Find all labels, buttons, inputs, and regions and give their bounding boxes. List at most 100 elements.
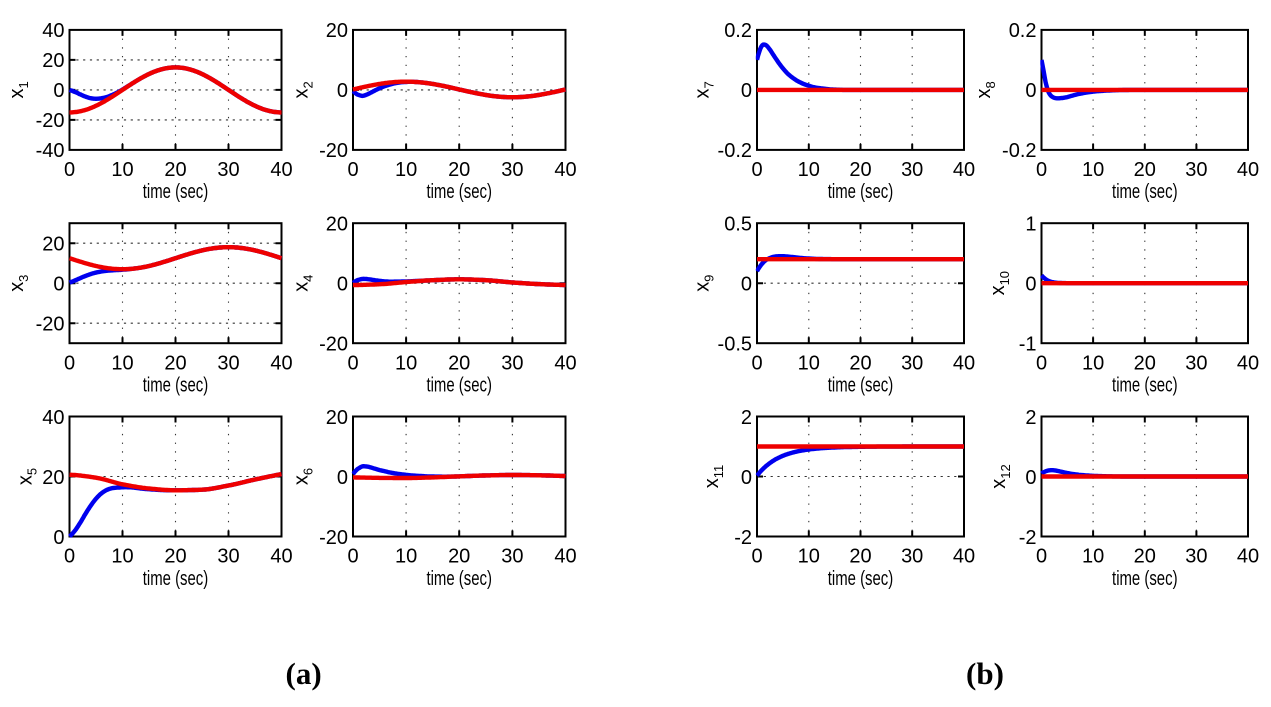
svg-text:30: 30 [901, 159, 923, 181]
svg-text:30: 30 [1185, 546, 1207, 568]
svg-text:0: 0 [741, 80, 752, 102]
svg-text:0: 0 [347, 159, 358, 181]
svg-text:0.5: 0.5 [724, 214, 752, 236]
svg-text:10: 10 [798, 352, 820, 374]
svg-text:0: 0 [337, 467, 348, 489]
svg-text:30: 30 [1185, 159, 1207, 181]
svg-text:20: 20 [448, 159, 470, 181]
svg-text:-0.2: -0.2 [1002, 140, 1036, 162]
svg-text:10: 10 [395, 159, 417, 181]
svg-text:20: 20 [1134, 159, 1156, 181]
svg-text:0: 0 [64, 546, 75, 568]
svg-text:time (sec): time (sec) [1112, 375, 1178, 397]
svg-text:10: 10 [395, 546, 417, 568]
svg-text:40: 40 [554, 352, 576, 374]
svg-text:40: 40 [554, 159, 576, 181]
svg-text:0: 0 [751, 159, 762, 181]
svg-text:20: 20 [164, 159, 186, 181]
svg-text:0: 0 [1036, 352, 1047, 374]
svg-text:0: 0 [741, 467, 752, 489]
svg-text:10: 10 [111, 159, 133, 181]
svg-text:20: 20 [849, 159, 871, 181]
svg-text:0: 0 [337, 80, 348, 102]
svg-text:-20: -20 [36, 314, 65, 336]
svg-text:20: 20 [448, 546, 470, 568]
svg-text:0: 0 [53, 527, 64, 549]
svg-text:10: 10 [798, 546, 820, 568]
svg-text:-20: -20 [319, 334, 348, 356]
svg-text:40: 40 [554, 546, 576, 568]
svg-text:0: 0 [64, 352, 75, 374]
svg-text:0: 0 [347, 546, 358, 568]
svg-text:30: 30 [1185, 352, 1207, 374]
svg-text:1: 1 [1025, 214, 1036, 236]
svg-text:0: 0 [1025, 80, 1036, 102]
svg-text:0: 0 [1025, 467, 1036, 489]
svg-text:40: 40 [953, 546, 975, 568]
svg-text:20: 20 [326, 20, 348, 42]
svg-text:0: 0 [53, 80, 64, 102]
svg-text:30: 30 [217, 352, 239, 374]
svg-text:-20: -20 [319, 527, 348, 549]
svg-text:-40: -40 [36, 140, 65, 162]
svg-text:time (sec): time (sec) [426, 181, 492, 203]
svg-text:time (sec): time (sec) [828, 375, 894, 397]
svg-text:30: 30 [501, 352, 523, 374]
svg-text:40: 40 [270, 352, 292, 374]
svg-text:time (sec): time (sec) [143, 181, 209, 203]
svg-text:20: 20 [164, 352, 186, 374]
svg-text:20: 20 [326, 407, 348, 429]
svg-text:(a): (a) [286, 656, 322, 691]
svg-text:10: 10 [111, 352, 133, 374]
svg-text:30: 30 [901, 352, 923, 374]
svg-text:0.2: 0.2 [1009, 20, 1037, 42]
svg-text:0: 0 [1036, 546, 1047, 568]
svg-text:40: 40 [1237, 546, 1259, 568]
svg-text:40: 40 [42, 20, 64, 42]
svg-text:-0.5: -0.5 [718, 334, 752, 356]
svg-text:0: 0 [751, 546, 762, 568]
svg-text:40: 40 [1237, 352, 1259, 374]
svg-text:0: 0 [741, 274, 752, 296]
svg-text:10: 10 [1082, 352, 1104, 374]
svg-text:0: 0 [1036, 159, 1047, 181]
svg-text:40: 40 [270, 159, 292, 181]
svg-text:time (sec): time (sec) [828, 181, 894, 203]
svg-text:-20: -20 [319, 140, 348, 162]
svg-text:time (sec): time (sec) [143, 375, 209, 397]
svg-text:20: 20 [42, 50, 64, 72]
svg-text:0: 0 [751, 352, 762, 374]
svg-text:30: 30 [217, 546, 239, 568]
svg-text:40: 40 [953, 352, 975, 374]
svg-text:-0.2: -0.2 [718, 140, 752, 162]
svg-text:40: 40 [953, 159, 975, 181]
svg-text:-1: -1 [1019, 334, 1037, 356]
svg-text:-2: -2 [1019, 527, 1037, 549]
svg-text:20: 20 [849, 546, 871, 568]
svg-text:0: 0 [64, 159, 75, 181]
svg-text:10: 10 [1082, 159, 1104, 181]
svg-text:20: 20 [448, 352, 470, 374]
svg-text:40: 40 [42, 407, 64, 429]
svg-text:time (sec): time (sec) [828, 568, 894, 590]
svg-text:time (sec): time (sec) [1112, 568, 1178, 590]
svg-text:0.2: 0.2 [724, 20, 752, 42]
svg-text:30: 30 [501, 159, 523, 181]
svg-text:30: 30 [217, 159, 239, 181]
svg-text:time (sec): time (sec) [426, 375, 492, 397]
svg-text:-2: -2 [734, 527, 752, 549]
svg-text:-20: -20 [36, 110, 65, 132]
svg-text:20: 20 [1134, 352, 1156, 374]
svg-text:(b): (b) [966, 656, 1004, 691]
svg-text:0: 0 [347, 352, 358, 374]
svg-text:2: 2 [1025, 407, 1036, 429]
svg-text:30: 30 [501, 546, 523, 568]
svg-text:0: 0 [337, 274, 348, 296]
svg-text:20: 20 [326, 214, 348, 236]
svg-text:20: 20 [1134, 546, 1156, 568]
svg-text:0: 0 [53, 274, 64, 296]
svg-text:2: 2 [741, 407, 752, 429]
svg-text:time (sec): time (sec) [426, 568, 492, 590]
svg-text:40: 40 [270, 546, 292, 568]
svg-text:10: 10 [798, 159, 820, 181]
